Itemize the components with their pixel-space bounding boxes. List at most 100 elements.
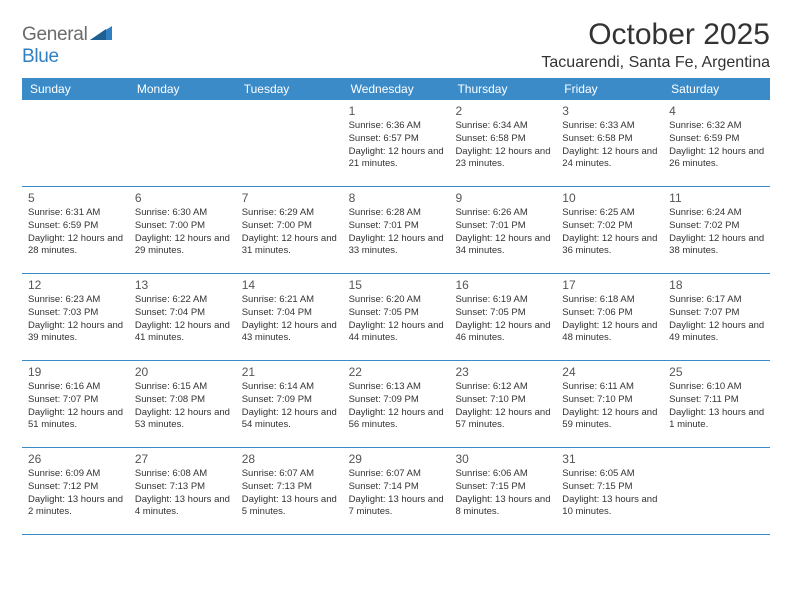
logo-text-blue: Blue [22,46,59,67]
day-detail: Sunrise: 6:24 AMSunset: 7:02 PMDaylight:… [669,207,766,258]
day-cell: 29 Sunrise: 6:07 AMSunset: 7:14 PMDayligh… [343,448,450,534]
day-cell: 24 Sunrise: 6:11 AMSunset: 7:10 PMDayligh… [556,361,663,447]
weeks-container: 1 Sunrise: 6:36 AMSunset: 6:57 PMDaylight… [22,100,770,535]
day-cell: 2 Sunrise: 6:34 AMSunset: 6:58 PMDaylight… [449,100,556,186]
day-cell: 9Sunrise: 6:26 AMSunset: 7:01 PMDaylight… [449,187,556,273]
day-number: 8 [349,191,446,205]
day-detail: Sunrise: 6:16 AMSunset: 7:07 PMDaylight:… [28,381,125,432]
day-detail: Sunrise: 6:30 AMSunset: 7:00 PMDaylight:… [135,207,232,258]
day-detail: Sunrise: 6:33 AMSunset: 6:58 PMDaylight:… [562,120,659,171]
day-number: 29 [349,452,446,466]
title-block: October 2025 Tacuarendi, Santa Fe, Argen… [541,18,770,72]
day-cell: 21 Sunrise: 6:14 AMSunset: 7:09 PMDayligh… [236,361,343,447]
logo-text-general: General [22,24,88,45]
day-cell: 18 Sunrise: 6:17 AMSunset: 7:07 PMDayligh… [663,274,770,360]
week-row: 19Sunrise: 6:16 AMSunset: 7:07 PMDayligh… [22,361,770,448]
day-number: 27 [135,452,232,466]
day-detail: Sunrise: 6:07 AMSunset: 7:14 PMDaylight:… [349,468,446,519]
day-cell: 14Sunrise: 6:21 AMSunset: 7:04 PMDayligh… [236,274,343,360]
day-detail: Sunrise: 6:09 AMSunset: 7:12 PMDaylight:… [28,468,125,519]
day-header-cell: Friday [556,78,663,100]
day-header-cell: Wednesday [343,78,450,100]
day-detail: Sunrise: 6:25 AMSunset: 7:02 PMDaylight:… [562,207,659,258]
day-detail: Sunrise: 6:31 AMSunset: 6:59 PMDaylight:… [28,207,125,258]
day-detail: Sunrise: 6:28 AMSunset: 7:01 PMDaylight:… [349,207,446,258]
day-detail: Sunrise: 6:06 AMSunset: 7:15 PMDaylight:… [455,468,552,519]
day-number: 21 [242,365,339,379]
day-detail: Sunrise: 6:15 AMSunset: 7:08 PMDaylight:… [135,381,232,432]
day-number: 3 [562,104,659,118]
day-header-cell: Tuesday [236,78,343,100]
day-detail: Sunrise: 6:36 AMSunset: 6:57 PMDaylight:… [349,120,446,171]
day-number: 11 [669,191,766,205]
day-number: 22 [349,365,446,379]
week-row: 1 Sunrise: 6:36 AMSunset: 6:57 PMDaylight… [22,100,770,187]
day-number: 16 [455,278,552,292]
day-number: 6 [135,191,232,205]
day-detail: Sunrise: 6:34 AMSunset: 6:58 PMDaylight:… [455,120,552,171]
logo: General Blue [22,18,112,68]
day-cell: 30Sunrise: 6:06 AMSunset: 7:15 PMDayligh… [449,448,556,534]
empty-cell [663,448,770,534]
day-cell: 22 Sunrise: 6:13 AMSunset: 7:09 PMDayligh… [343,361,450,447]
day-cell: 11 Sunrise: 6:24 AMSunset: 7:02 PMDayligh… [663,187,770,273]
header: General Blue October 2025 Tacuarendi, Sa… [22,18,770,72]
day-number: 26 [28,452,125,466]
day-detail: Sunrise: 6:18 AMSunset: 7:06 PMDaylight:… [562,294,659,345]
day-number: 20 [135,365,232,379]
week-row: 5 Sunrise: 6:31 AMSunset: 6:59 PMDaylight… [22,187,770,274]
day-cell: 5 Sunrise: 6:31 AMSunset: 6:59 PMDaylight… [22,187,129,273]
day-number: 4 [669,104,766,118]
logo-triangle-icon [90,24,112,46]
day-cell: 17Sunrise: 6:18 AMSunset: 7:06 PMDayligh… [556,274,663,360]
day-cell: 1 Sunrise: 6:36 AMSunset: 6:57 PMDaylight… [343,100,450,186]
day-number: 12 [28,278,125,292]
day-number: 25 [669,365,766,379]
day-cell: 16 Sunrise: 6:19 AMSunset: 7:05 PMDayligh… [449,274,556,360]
day-cell: 8 Sunrise: 6:28 AMSunset: 7:01 PMDaylight… [343,187,450,273]
day-number: 7 [242,191,339,205]
day-cell: 31Sunrise: 6:05 AMSunset: 7:15 PMDayligh… [556,448,663,534]
day-detail: Sunrise: 6:26 AMSunset: 7:01 PMDaylight:… [455,207,552,258]
day-cell: 13Sunrise: 6:22 AMSunset: 7:04 PMDayligh… [129,274,236,360]
month-title: October 2025 [541,18,770,52]
day-number: 2 [455,104,552,118]
day-cell: 6 Sunrise: 6:30 AMSunset: 7:00 PMDaylight… [129,187,236,273]
day-number: 31 [562,452,659,466]
empty-cell [236,100,343,186]
day-cell: 3 Sunrise: 6:33 AMSunset: 6:58 PMDaylight… [556,100,663,186]
empty-cell [129,100,236,186]
location: Tacuarendi, Santa Fe, Argentina [541,54,770,72]
day-cell: 15Sunrise: 6:20 AMSunset: 7:05 PMDayligh… [343,274,450,360]
day-number: 13 [135,278,232,292]
day-cell: 4 Sunrise: 6:32 AMSunset: 6:59 PMDaylight… [663,100,770,186]
day-number: 5 [28,191,125,205]
day-header-cell: Saturday [663,78,770,100]
day-number: 18 [669,278,766,292]
day-number: 10 [562,191,659,205]
day-number: 15 [349,278,446,292]
day-detail: Sunrise: 6:23 AMSunset: 7:03 PMDaylight:… [28,294,125,345]
day-detail: Sunrise: 6:13 AMSunset: 7:09 PMDaylight:… [349,381,446,432]
day-number: 24 [562,365,659,379]
day-detail: Sunrise: 6:19 AMSunset: 7:05 PMDaylight:… [455,294,552,345]
day-detail: Sunrise: 6:29 AMSunset: 7:00 PMDaylight:… [242,207,339,258]
day-cell: 20 Sunrise: 6:15 AMSunset: 7:08 PMDayligh… [129,361,236,447]
day-detail: Sunrise: 6:11 AMSunset: 7:10 PMDaylight:… [562,381,659,432]
day-detail: Sunrise: 6:21 AMSunset: 7:04 PMDaylight:… [242,294,339,345]
day-detail: Sunrise: 6:07 AMSunset: 7:13 PMDaylight:… [242,468,339,519]
day-number: 23 [455,365,552,379]
day-cell: 12 Sunrise: 6:23 AMSunset: 7:03 PMDayligh… [22,274,129,360]
day-detail: Sunrise: 6:14 AMSunset: 7:09 PMDaylight:… [242,381,339,432]
day-cell: 23Sunrise: 6:12 AMSunset: 7:10 PMDayligh… [449,361,556,447]
day-cell: 10 Sunrise: 6:25 AMSunset: 7:02 PMDayligh… [556,187,663,273]
day-detail: Sunrise: 6:17 AMSunset: 7:07 PMDaylight:… [669,294,766,345]
week-row: 12 Sunrise: 6:23 AMSunset: 7:03 PMDayligh… [22,274,770,361]
day-detail: Sunrise: 6:08 AMSunset: 7:13 PMDaylight:… [135,468,232,519]
day-number: 1 [349,104,446,118]
day-header-row: SundayMondayTuesdayWednesdayThursdayFrid… [22,78,770,100]
day-cell: 25Sunrise: 6:10 AMSunset: 7:11 PMDayligh… [663,361,770,447]
week-row: 26 Sunrise: 6:09 AMSunset: 7:12 PMDayligh… [22,448,770,535]
day-cell: 7 Sunrise: 6:29 AMSunset: 7:00 PMDaylight… [236,187,343,273]
day-detail: Sunrise: 6:32 AMSunset: 6:59 PMDaylight:… [669,120,766,171]
